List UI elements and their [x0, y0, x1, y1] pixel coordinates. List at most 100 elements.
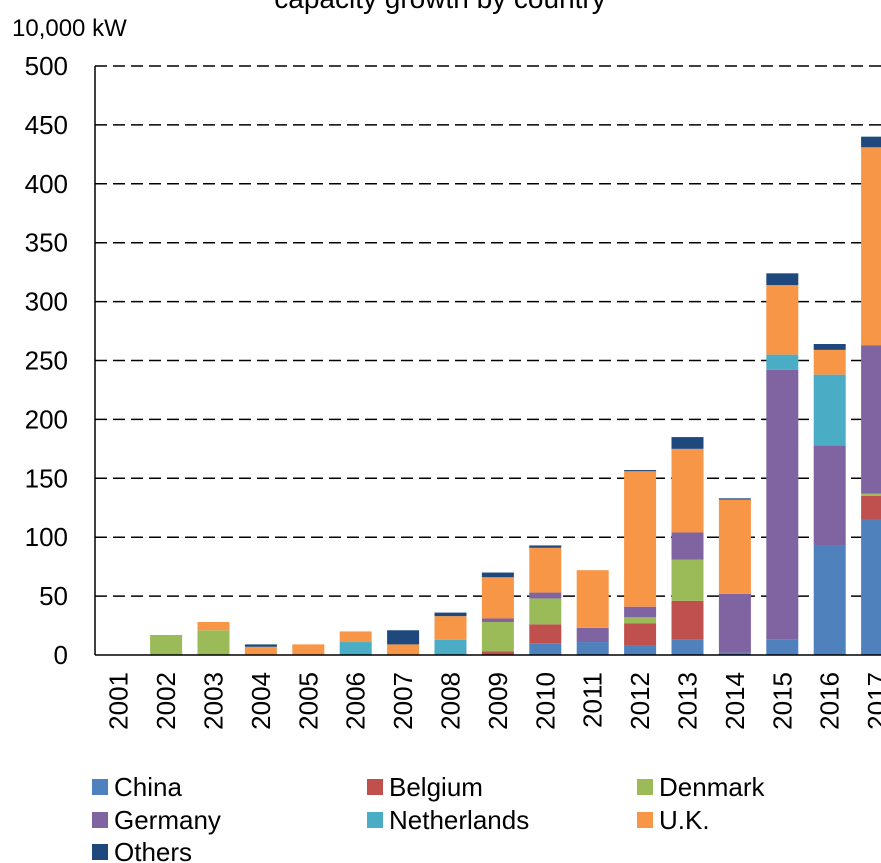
x-tick-label: 2008 [436, 672, 466, 730]
bar-segment [197, 622, 230, 631]
bar-segment [481, 577, 514, 619]
bar-segment [150, 634, 183, 655]
bar-segment [766, 285, 799, 355]
x-tick-label: 2004 [246, 672, 276, 730]
bar-segment [861, 495, 881, 520]
bar-segment [434, 616, 467, 640]
bar-segment [718, 652, 751, 655]
y-axis-label: 10,000 kW [12, 15, 127, 42]
bar-segment [244, 646, 277, 655]
x-tick-label: 2009 [483, 672, 513, 730]
x-tick-label: 2005 [293, 672, 323, 730]
bar-segment [244, 644, 277, 647]
legend-swatch [92, 812, 108, 828]
legend-label: Belgium [389, 772, 483, 802]
legend-swatch [637, 779, 653, 795]
bar-segment [529, 545, 562, 548]
bar-segment [813, 545, 846, 655]
y-tick-label: 450 [25, 110, 68, 140]
legend-label: China [114, 772, 182, 802]
x-tick-label: 2017 [862, 672, 881, 730]
bar-segment [481, 622, 514, 652]
x-tick-label: 2013 [673, 672, 703, 730]
bar-segment [624, 617, 657, 624]
x-tick-label: 2015 [767, 672, 797, 730]
x-tick-label: 2011 [578, 672, 608, 728]
legend-swatch [367, 812, 383, 828]
bars [150, 136, 881, 655]
legend-swatch [92, 844, 108, 860]
y-tick-label: 0 [54, 640, 68, 670]
bar-segment [624, 645, 657, 655]
x-tick-label: 2012 [625, 672, 655, 730]
y-tick-label: 300 [25, 287, 68, 317]
bar-segment [671, 437, 704, 449]
bar-segment [387, 630, 420, 645]
bar-segment [766, 273, 799, 286]
bar-segment [481, 651, 514, 655]
bar-segment [813, 349, 846, 375]
chart-title: capacity growth by country [274, 0, 606, 14]
y-tick-label: 100 [25, 522, 68, 552]
x-tick-label: 2006 [341, 672, 371, 730]
bar-segment [624, 623, 657, 646]
legend-label: Denmark [659, 772, 765, 802]
bar-segment [481, 572, 514, 578]
x-tick-label: 2003 [199, 672, 229, 730]
bar-segment [718, 499, 751, 594]
bar-segment [813, 344, 846, 350]
legend-swatch [367, 779, 383, 795]
bar-segment [481, 618, 514, 623]
bar-segment [529, 547, 562, 593]
x-tick-label: 2014 [720, 672, 750, 730]
bar-segment [861, 345, 881, 494]
bar-segment [529, 643, 562, 655]
bar-segment [671, 532, 704, 560]
bar-segment [813, 374, 846, 446]
bar-segment [718, 593, 751, 653]
bar-segment [861, 519, 881, 655]
y-tick-label: 250 [25, 346, 68, 376]
y-tick-label: 50 [39, 581, 68, 611]
bar-segment [387, 644, 420, 655]
y-tick-label: 400 [25, 169, 68, 199]
legend-label: Netherlands [389, 805, 529, 835]
legend-label: Germany [114, 805, 221, 835]
x-tick-label: 2016 [815, 672, 845, 730]
bar-segment [766, 354, 799, 370]
bar-segment [339, 642, 372, 655]
legend-label: Others [114, 837, 192, 863]
bar-segment [813, 445, 846, 546]
bar-segment [671, 448, 704, 533]
bar-segment [671, 600, 704, 640]
bar-segment [529, 592, 562, 599]
bar-segment [292, 644, 325, 655]
y-tick-label: 500 [25, 51, 68, 81]
bar-segment [576, 642, 609, 655]
bar-segment [339, 631, 372, 643]
bar-segment [434, 612, 467, 617]
bar-segment [861, 147, 881, 346]
bar-segment [576, 627, 609, 643]
y-tick-label: 200 [25, 404, 68, 434]
bar-segment [434, 639, 467, 655]
y-tick-label: 150 [25, 463, 68, 493]
x-tick-label: 2002 [151, 672, 181, 730]
legend-swatch [637, 812, 653, 828]
x-tick-label: 2001 [104, 672, 134, 730]
x-tick-label: 2010 [530, 672, 560, 730]
bar-segment [766, 369, 799, 640]
bar-segment [766, 639, 799, 655]
bar-segment [671, 639, 704, 655]
bar-segment [624, 606, 657, 618]
bar-segment [529, 624, 562, 644]
y-tick-label: 350 [25, 228, 68, 258]
bar-segment [624, 470, 657, 472]
bar-segment [624, 471, 657, 607]
bar-segment [197, 630, 230, 655]
x-tick-label: 2007 [388, 672, 418, 730]
bar-segment [718, 498, 751, 500]
bar-segment [671, 559, 704, 601]
